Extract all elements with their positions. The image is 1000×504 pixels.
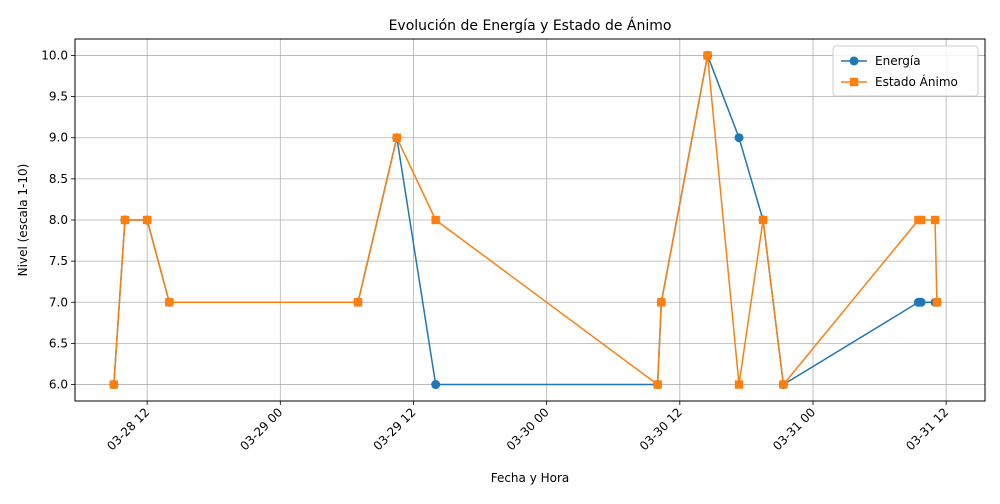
data-point (431, 380, 441, 390)
y-tick-label: 8.0 (49, 213, 68, 227)
data-point (916, 297, 926, 307)
x-axis-label: Fecha y Hora (491, 471, 570, 485)
data-point (165, 298, 174, 307)
y-tick-label: 8.5 (49, 172, 68, 186)
legend-box (832, 45, 979, 97)
chart-title: Evolución de Energía y Estado de Ánimo (389, 17, 672, 34)
series-2 (109, 51, 942, 389)
data-point (353, 298, 363, 307)
series-layer (109, 50, 942, 390)
legend: Energía Estado Ánimo (832, 45, 979, 97)
data-point (932, 298, 942, 307)
y-tick-label: 9.5 (49, 90, 68, 104)
data-point (120, 215, 130, 225)
y-tick-label: 9.0 (49, 131, 68, 145)
y-tick-label: 6.0 (49, 378, 68, 392)
plot-frame (74, 38, 986, 402)
data-point (703, 51, 712, 60)
data-point (779, 380, 788, 389)
data-point (653, 380, 662, 389)
data-point (734, 380, 744, 389)
data-point (734, 133, 744, 143)
data-point (109, 380, 119, 389)
data-point (930, 215, 940, 225)
legend-label: Estado Ánimo (875, 74, 958, 89)
data-point (916, 215, 926, 225)
y-tick-label: 7.0 (49, 295, 68, 309)
y-tick-label: 10.0 (41, 48, 68, 62)
y-tick-label: 7.5 (49, 254, 68, 268)
y-axis-label: Nivel (escala 1-10) (16, 164, 30, 277)
legend-marker (849, 56, 859, 66)
legend-marker (849, 77, 859, 87)
y-tick-label: 6.5 (49, 336, 68, 350)
legend-label: Energía (875, 54, 921, 68)
data-point (431, 215, 440, 225)
data-point (142, 215, 152, 225)
data-point (657, 298, 666, 307)
data-point (758, 215, 768, 225)
data-point (392, 133, 402, 142)
